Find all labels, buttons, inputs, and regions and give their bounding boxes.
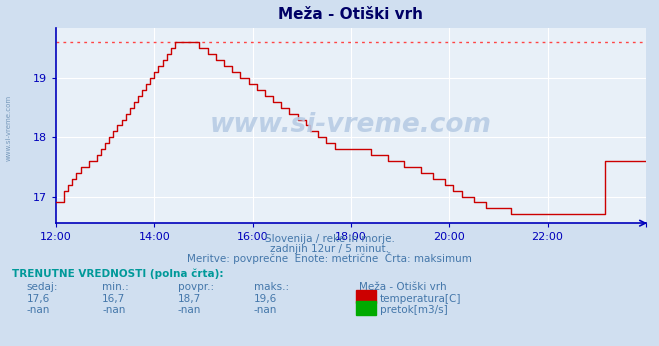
Text: Meritve: povprečne  Enote: metrične  Črta: maksimum: Meritve: povprečne Enote: metrične Črta:…	[187, 252, 472, 264]
Text: 18,7: 18,7	[178, 294, 201, 304]
Text: -nan: -nan	[178, 306, 201, 316]
Text: zadnjih 12ur / 5 minut.: zadnjih 12ur / 5 minut.	[270, 244, 389, 254]
Title: Meža - Otiški vrh: Meža - Otiški vrh	[278, 7, 424, 22]
Text: TRENUTNE VREDNOSTI (polna črta):: TRENUTNE VREDNOSTI (polna črta):	[12, 268, 223, 279]
Text: povpr.:: povpr.:	[178, 282, 214, 292]
Text: temperatura[C]: temperatura[C]	[380, 294, 461, 304]
Text: Meža - Otiški vrh: Meža - Otiški vrh	[359, 282, 447, 292]
Text: min.:: min.:	[102, 282, 129, 292]
Text: Slovenija / reke in morje.: Slovenija / reke in morje.	[264, 234, 395, 244]
Text: -nan: -nan	[26, 306, 49, 316]
Text: www.si-vreme.com: www.si-vreme.com	[5, 95, 12, 161]
Text: maks.:: maks.:	[254, 282, 289, 292]
Text: -nan: -nan	[102, 306, 125, 316]
Text: www.si-vreme.com: www.si-vreme.com	[210, 112, 492, 138]
Text: pretok[m3/s]: pretok[m3/s]	[380, 306, 447, 316]
Text: 17,6: 17,6	[26, 294, 49, 304]
Text: 19,6: 19,6	[254, 294, 277, 304]
Text: sedaj:: sedaj:	[26, 282, 58, 292]
Text: -nan: -nan	[254, 306, 277, 316]
Text: 16,7: 16,7	[102, 294, 125, 304]
